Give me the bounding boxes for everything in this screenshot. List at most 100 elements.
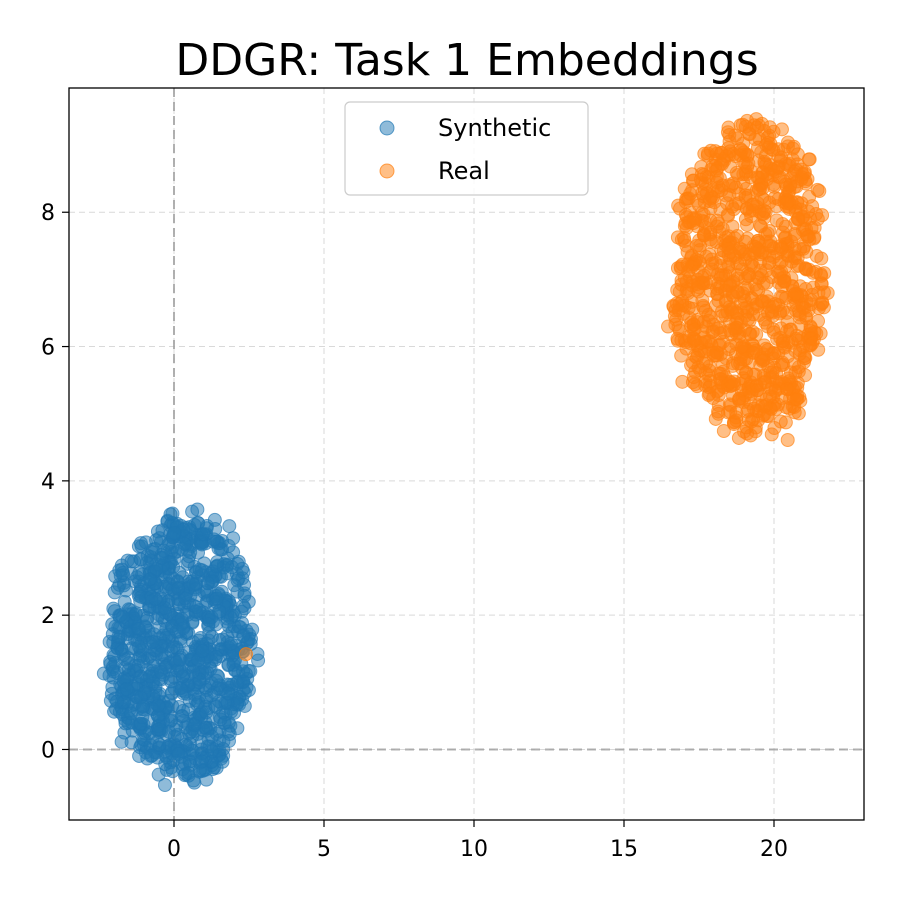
real-point bbox=[709, 169, 724, 184]
synthetic-point bbox=[171, 581, 186, 596]
real-point bbox=[703, 310, 718, 325]
real-point bbox=[706, 348, 721, 363]
real-point bbox=[780, 432, 795, 447]
synthetic-point bbox=[162, 724, 177, 739]
synthetic-point bbox=[187, 718, 202, 733]
real-point bbox=[732, 187, 747, 202]
real-point bbox=[740, 160, 755, 175]
synthetic-point bbox=[157, 777, 172, 792]
synthetic-point bbox=[145, 748, 160, 763]
synthetic-point bbox=[224, 560, 239, 575]
chart-title: DDGR: Task 1 Embeddings bbox=[175, 35, 758, 86]
legend-box bbox=[344, 101, 589, 196]
synthetic-point bbox=[186, 664, 201, 679]
x-tick-label: 5 bbox=[317, 837, 331, 862]
real-point bbox=[672, 284, 687, 299]
synthetic-point bbox=[116, 609, 131, 624]
synthetic-point bbox=[221, 686, 236, 701]
synthetic-point bbox=[105, 680, 120, 695]
synthetic-point bbox=[151, 698, 166, 713]
synthetic-point bbox=[183, 736, 198, 751]
real-point bbox=[758, 148, 773, 163]
real-point bbox=[750, 383, 765, 398]
x-tick-label: 15 bbox=[610, 837, 638, 862]
synthetic-point bbox=[230, 721, 245, 736]
real-point bbox=[239, 647, 253, 662]
synthetic-point bbox=[181, 702, 196, 717]
real-point bbox=[677, 271, 692, 286]
synthetic-point bbox=[221, 658, 236, 673]
synthetic-point bbox=[166, 640, 181, 655]
synthetic-point bbox=[174, 683, 189, 698]
synthetic-point bbox=[227, 578, 242, 593]
real-point bbox=[738, 323, 753, 338]
synthetic-point bbox=[106, 647, 121, 662]
real-point bbox=[715, 221, 730, 236]
real-point bbox=[814, 268, 829, 283]
real-point bbox=[748, 132, 763, 147]
synthetic-point bbox=[115, 566, 130, 581]
real-point bbox=[714, 145, 729, 160]
synthetic-point bbox=[167, 525, 182, 540]
real-point bbox=[810, 182, 825, 197]
real-point bbox=[788, 228, 803, 243]
synthetic-point bbox=[207, 512, 222, 527]
synthetic-point bbox=[154, 665, 169, 680]
synthetic-point bbox=[133, 536, 148, 551]
synthetic-point bbox=[152, 531, 167, 546]
real-point bbox=[714, 183, 729, 198]
real-point bbox=[753, 263, 768, 278]
synthetic-point bbox=[171, 746, 186, 761]
synthetic-point bbox=[210, 554, 225, 569]
synthetic-point bbox=[109, 694, 124, 709]
real-point bbox=[779, 400, 794, 415]
synthetic-point bbox=[186, 577, 201, 592]
synthetic-point bbox=[164, 713, 179, 728]
real-point bbox=[701, 334, 716, 349]
real-point bbox=[668, 317, 683, 332]
real-point bbox=[762, 238, 777, 253]
real-point bbox=[734, 143, 749, 158]
real-point bbox=[733, 257, 748, 272]
real-point bbox=[780, 381, 795, 396]
synthetic-point bbox=[142, 572, 157, 587]
real-point bbox=[703, 374, 718, 389]
real-point bbox=[757, 312, 772, 327]
synthetic-point bbox=[178, 591, 193, 606]
real-point bbox=[811, 285, 826, 300]
real-point bbox=[695, 186, 710, 201]
real-point bbox=[791, 211, 806, 226]
synthetic-point bbox=[196, 527, 211, 542]
x-tick-label: 20 bbox=[760, 837, 788, 862]
synthetic-point bbox=[212, 604, 227, 619]
synthetic-point bbox=[165, 506, 180, 521]
real-point bbox=[762, 389, 777, 404]
real-series bbox=[239, 112, 835, 662]
real-point bbox=[800, 229, 815, 244]
real-point bbox=[762, 223, 777, 238]
real-point bbox=[805, 336, 820, 351]
synthetic-point bbox=[209, 673, 224, 688]
real-point bbox=[732, 393, 747, 408]
synthetic-point bbox=[195, 644, 210, 659]
real-point bbox=[694, 213, 709, 228]
legend-marker-real bbox=[379, 163, 395, 179]
real-point bbox=[774, 242, 789, 257]
real-point bbox=[782, 184, 797, 199]
real-point bbox=[757, 203, 772, 218]
real-point bbox=[779, 305, 794, 320]
real-point bbox=[725, 199, 740, 214]
synthetic-point bbox=[241, 663, 256, 678]
y-axis: 0 2 4 6 8 bbox=[41, 201, 69, 763]
real-point bbox=[811, 314, 826, 329]
synthetic-point bbox=[229, 676, 244, 691]
real-point bbox=[749, 112, 764, 127]
synthetic-point bbox=[209, 591, 224, 606]
real-point bbox=[750, 241, 765, 256]
synthetic-point bbox=[145, 542, 160, 557]
real-point bbox=[743, 428, 758, 443]
real-point bbox=[726, 176, 741, 191]
synthetic-point bbox=[135, 699, 150, 714]
synthetic-point bbox=[132, 566, 147, 581]
real-point bbox=[735, 117, 750, 132]
